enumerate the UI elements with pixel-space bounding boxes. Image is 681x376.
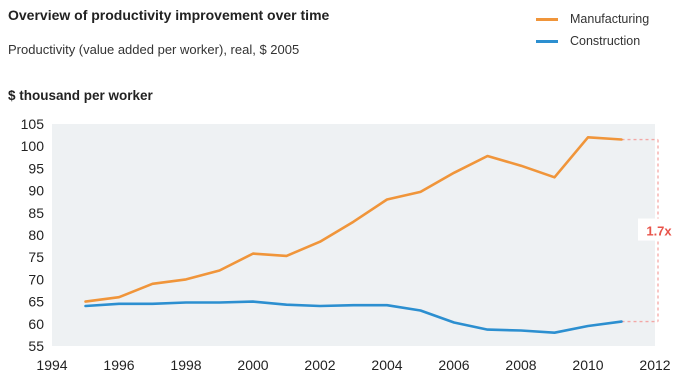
legend-label-construction: Construction	[570, 34, 641, 48]
annotation-label: 1.7x	[646, 224, 672, 239]
x-tick-label: 1996	[103, 357, 134, 373]
annotation-label-bg	[638, 218, 678, 241]
y-axis-label: $ thousand per worker	[8, 88, 153, 103]
chart-subtitle: Productivity (value added per worker), r…	[8, 42, 300, 57]
legend: Manufacturing Construction	[536, 8, 649, 52]
x-tick-label: 1998	[170, 357, 201, 373]
y-tick-label: 60	[28, 316, 44, 332]
legend-item-construction: Construction	[536, 30, 649, 52]
y-tick-label: 100	[21, 138, 45, 154]
legend-item-manufacturing: Manufacturing	[536, 8, 649, 30]
x-tick-label: 2012	[639, 357, 670, 373]
y-tick-label: 55	[28, 338, 44, 354]
x-tick-label: 2006	[438, 357, 469, 373]
x-tick-label: 2010	[572, 357, 603, 373]
series-line-construction	[84, 300, 623, 335]
x-tick-label: 2002	[304, 357, 335, 373]
y-tick-label: 70	[28, 271, 44, 287]
y-tick-label: 75	[28, 249, 44, 265]
y-tick-label: 90	[28, 183, 44, 199]
legend-swatch-construction	[536, 39, 558, 43]
series-line-manufacturing	[84, 136, 623, 303]
legend-label-manufacturing: Manufacturing	[570, 12, 650, 26]
x-tick-label: 2004	[371, 357, 402, 373]
legend-swatch-manufacturing	[536, 17, 558, 21]
y-tick-label: 65	[28, 294, 44, 310]
y-tick-label: 80	[28, 227, 44, 243]
x-tick-label: 2000	[237, 357, 268, 373]
y-tick-label: 105	[21, 116, 45, 132]
x-tick-label: 2008	[505, 357, 536, 373]
plot-area	[52, 124, 655, 346]
y-tick-label: 85	[28, 205, 44, 221]
chart-title: Overview of productivity improvement ove…	[8, 7, 330, 23]
x-tick-label: 1994	[36, 357, 67, 373]
y-tick-label: 95	[28, 160, 44, 176]
